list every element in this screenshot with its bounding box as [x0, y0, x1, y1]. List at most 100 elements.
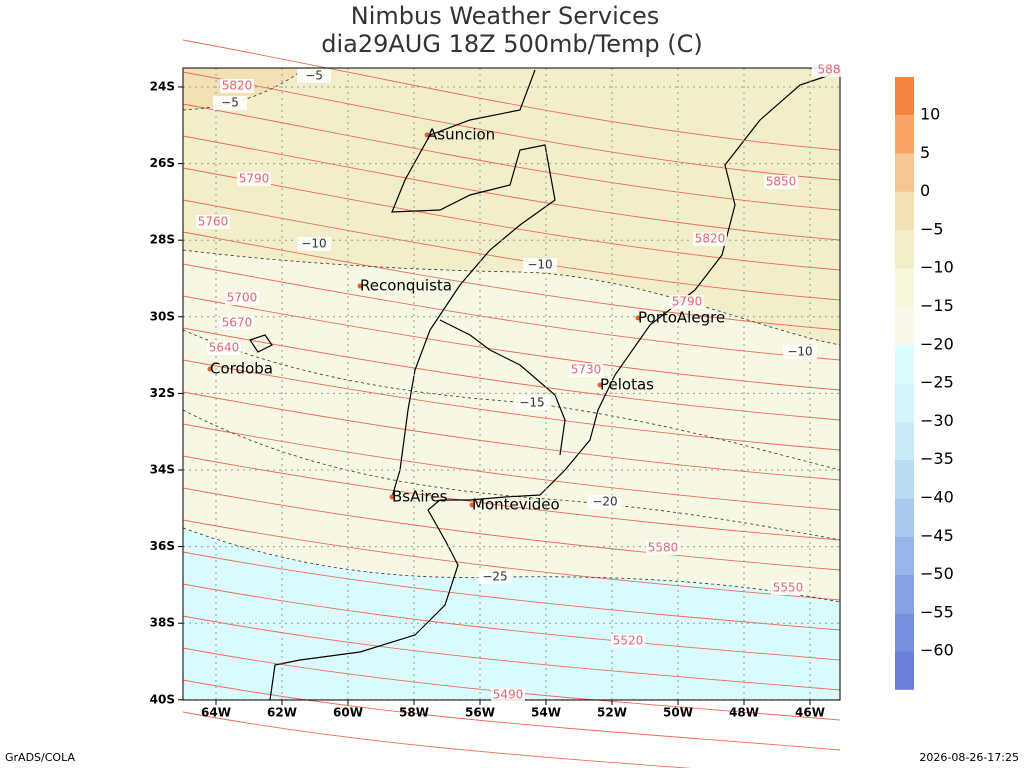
label-bg [220, 79, 254, 93]
contour-label: 5670 [222, 316, 253, 330]
colorbar-label: −50 [920, 564, 954, 583]
lat-label: 28S [150, 233, 175, 247]
contour-label: −20 [592, 495, 617, 509]
contour-label: 5820 [222, 79, 253, 93]
contour-label: 588 [818, 63, 841, 77]
label-bg [207, 341, 241, 355]
height-contour [182, 231, 841, 331]
colorbar-label: 10 [920, 105, 940, 124]
contour-label: 5490 [493, 688, 524, 702]
height-contour [182, 711, 692, 768]
lon-label: 62W [267, 706, 297, 720]
contour-label: 5820 [695, 232, 726, 246]
label-bg [523, 258, 557, 272]
colorbar-label: −35 [920, 449, 954, 468]
height-contour [182, 519, 841, 601]
height-contour [182, 359, 841, 451]
city-marker [597, 382, 603, 388]
contour-label: 5850 [766, 175, 797, 189]
label-bg [478, 570, 512, 584]
lon-label: 50W [663, 706, 693, 720]
contour-label: −10 [301, 237, 326, 251]
height-contour [182, 199, 841, 301]
colorbar-box [895, 498, 914, 537]
colorbar-label: −45 [920, 526, 954, 545]
fill-warm [183, 68, 840, 345]
lon-label: 56W [465, 706, 495, 720]
colorbar-label: −60 [920, 641, 954, 660]
height-contour [182, 679, 841, 751]
temp-contour [182, 249, 841, 346]
contour-label: −10 [527, 258, 552, 272]
city-marker [635, 315, 641, 321]
city-label: PortoAlegre [638, 309, 725, 327]
label-bg [225, 291, 259, 305]
height-contour [182, 615, 841, 691]
height-contour [182, 103, 841, 211]
contour-label: 5550 [773, 581, 804, 595]
contour-label: 5640 [209, 341, 240, 355]
colorbar-box [895, 191, 914, 231]
subtitle: dia29AUG 18Z 500mb/Temp (C) [321, 30, 703, 58]
colorbar-label: −25 [920, 373, 954, 392]
contour-label: 5790 [672, 295, 703, 309]
colorbar-label: −15 [920, 296, 954, 315]
contour-label: 5730 [571, 363, 602, 377]
label-bg [569, 363, 603, 377]
colorbar-label: 5 [920, 143, 930, 162]
label-bg [491, 688, 525, 702]
height-contour [182, 487, 841, 571]
colorbar-box [895, 421, 914, 460]
lat-label: 24S [150, 80, 175, 94]
lon-label: 60W [333, 706, 363, 720]
height-contour [182, 391, 841, 481]
label-bg [764, 175, 798, 189]
temp-contour [182, 527, 841, 603]
colorbar-box [895, 153, 914, 192]
colorbar-box [895, 574, 914, 614]
city-marker [424, 132, 430, 138]
label-bg [237, 172, 271, 186]
contour-label: 5760 [198, 215, 229, 229]
border [391, 134, 556, 498]
label-bg [213, 96, 247, 110]
colorbar-box [895, 383, 914, 422]
contour-label: −5 [221, 96, 239, 110]
height-contour [182, 167, 841, 271]
height-contour [182, 71, 841, 181]
height-contour [182, 551, 841, 631]
colorbar-label: −55 [920, 602, 954, 621]
colorbar-box [895, 306, 914, 346]
height-contour [182, 455, 841, 541]
lat-label: 30S [150, 309, 175, 323]
colorbar-label: −30 [920, 411, 954, 430]
lon-label: 46W [795, 706, 825, 720]
height-contour [182, 295, 841, 391]
colorbar-box [895, 115, 914, 154]
city-marker [389, 494, 395, 500]
lat-label: 36S [150, 539, 175, 553]
city-label: Reconquista [360, 277, 452, 295]
lon-label: 52W [597, 706, 627, 720]
height-contour [182, 263, 841, 361]
border [439, 319, 566, 456]
contour-label: −10 [787, 345, 812, 359]
city-label: Montevideo [472, 496, 560, 514]
label-bg [196, 215, 230, 229]
colorbar-box [895, 345, 914, 384]
label-bg [693, 232, 727, 246]
label-bg [646, 541, 680, 555]
colorbar-box [895, 460, 914, 499]
lake [249, 334, 273, 353]
colorbar-label: −10 [920, 258, 954, 277]
colorbar-label: −40 [920, 488, 954, 507]
contour-label: 5580 [648, 541, 679, 555]
city-label: Cordoba [210, 360, 273, 378]
contour-label: −15 [519, 396, 544, 410]
contour-label: 5520 [613, 634, 644, 648]
city-marker [207, 366, 213, 372]
lon-label: 48W [729, 706, 759, 720]
label-bg [297, 237, 331, 251]
border [429, 69, 536, 136]
